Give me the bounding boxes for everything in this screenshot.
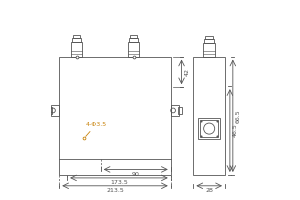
- Bar: [59, 57, 171, 175]
- Text: 46.5: 46.5: [233, 124, 238, 137]
- Text: 213.5: 213.5: [106, 188, 124, 193]
- Bar: [171, 105, 178, 116]
- Bar: [71, 42, 82, 57]
- Bar: [72, 38, 81, 42]
- Text: 173.5: 173.5: [110, 180, 128, 185]
- Bar: [128, 42, 139, 57]
- Text: 28: 28: [205, 188, 213, 193]
- Bar: [73, 35, 80, 38]
- Text: 66.5: 66.5: [236, 109, 241, 123]
- Bar: [200, 120, 218, 137]
- Bar: [51, 105, 59, 116]
- Text: 4-Φ3.5: 4-Φ3.5: [86, 122, 107, 136]
- Text: 42: 42: [184, 68, 190, 76]
- Bar: [129, 38, 138, 42]
- Bar: [48, 107, 52, 114]
- Bar: [194, 57, 225, 175]
- Bar: [203, 43, 215, 57]
- Bar: [205, 36, 213, 39]
- Bar: [204, 39, 214, 43]
- Bar: [198, 118, 220, 139]
- Bar: [130, 35, 137, 38]
- Text: 90: 90: [132, 172, 140, 177]
- Bar: [178, 107, 181, 114]
